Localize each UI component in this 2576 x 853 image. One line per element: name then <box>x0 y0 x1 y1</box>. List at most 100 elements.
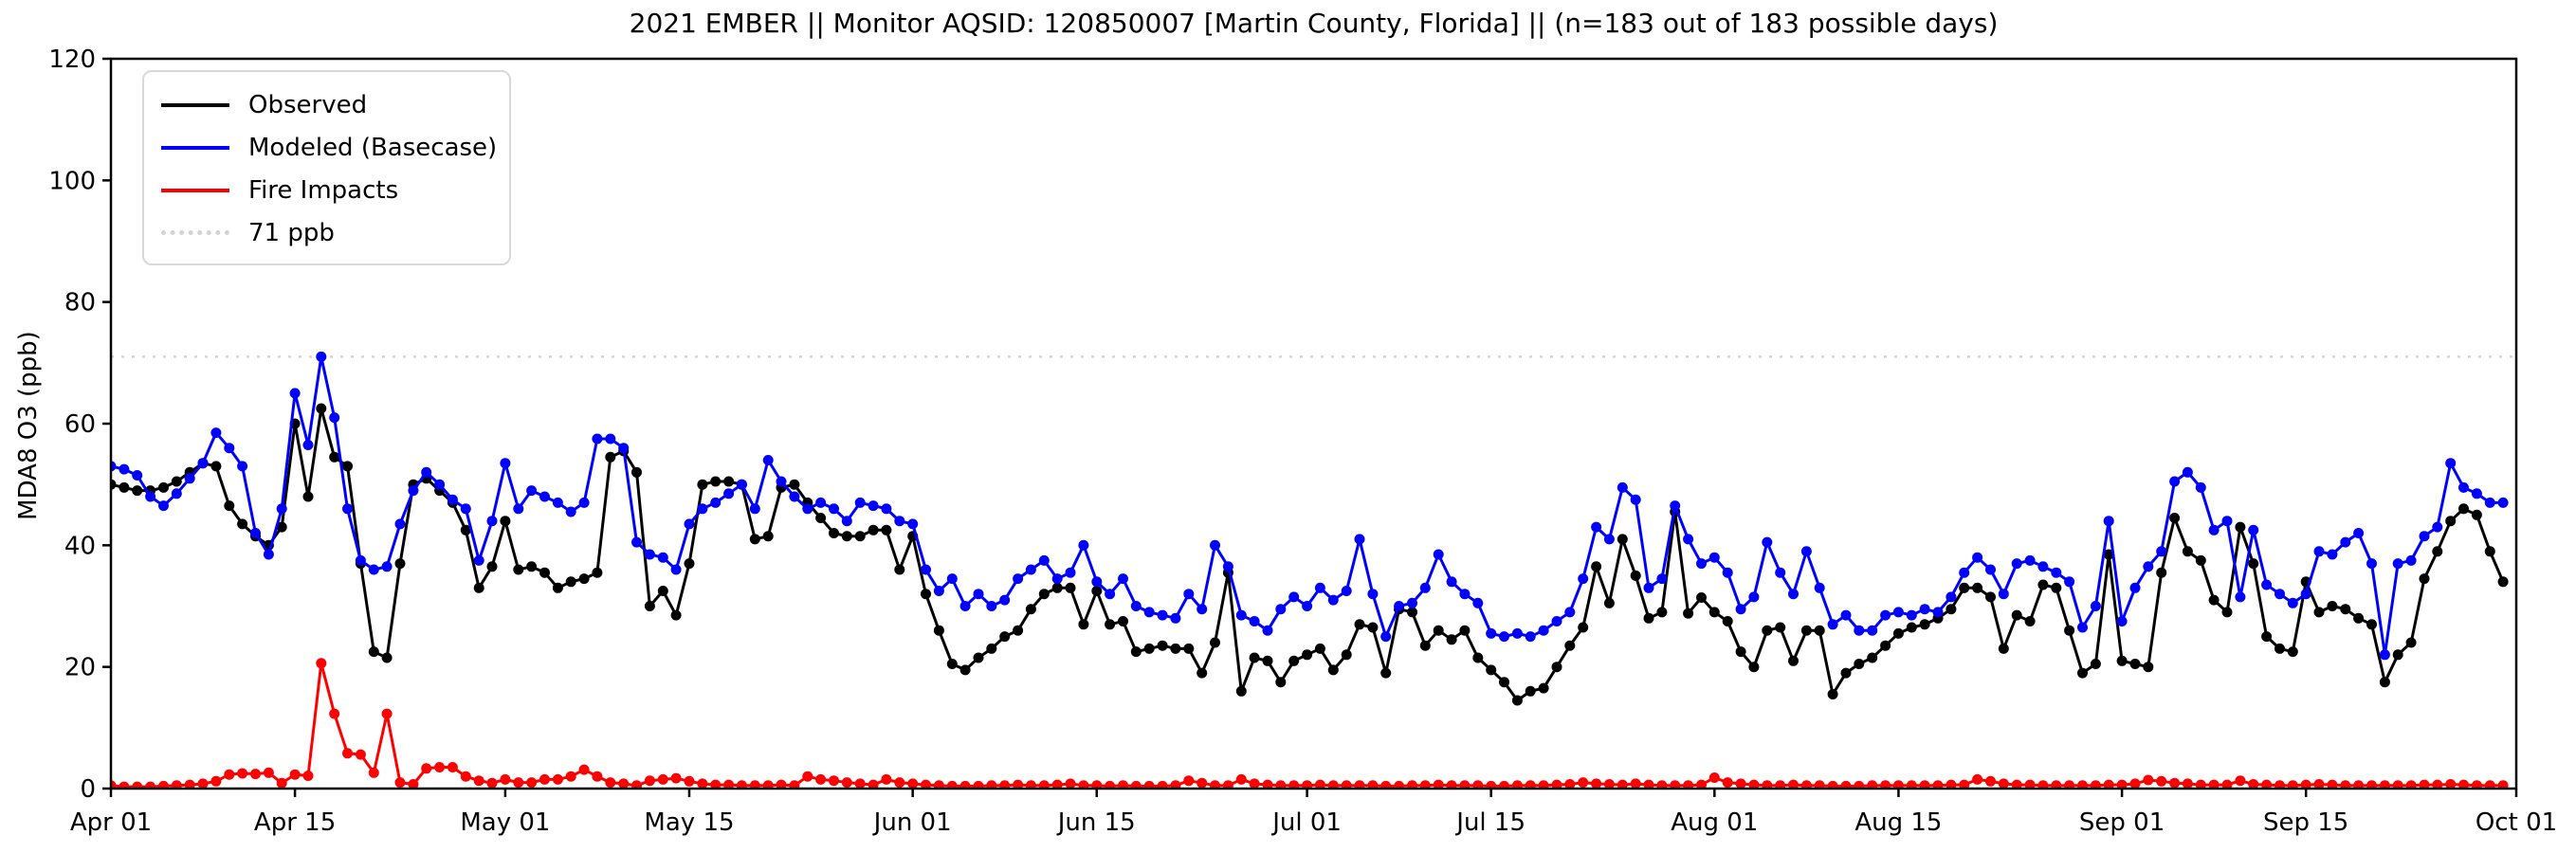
data-point <box>394 777 406 789</box>
data-point <box>789 491 800 502</box>
data-point <box>2379 677 2390 688</box>
data-point <box>526 561 538 572</box>
data-point <box>1578 573 1589 585</box>
y-tick-label: 120 <box>48 45 96 74</box>
data-point <box>684 518 695 530</box>
data-point <box>2116 616 2128 626</box>
data-point <box>394 558 406 570</box>
data-point <box>2471 488 2482 499</box>
data-point <box>329 708 340 719</box>
data-point <box>973 780 984 789</box>
data-point <box>1235 685 1247 697</box>
data-point <box>736 479 747 490</box>
data-point <box>2419 779 2430 789</box>
data-point <box>1380 780 1392 789</box>
data-point <box>1591 778 1602 789</box>
data-point <box>2379 780 2390 789</box>
data-point <box>1892 607 1904 618</box>
data-point <box>605 433 616 445</box>
data-point <box>1814 582 1825 593</box>
data-point <box>618 778 630 789</box>
data-point <box>2445 458 2457 469</box>
data-point <box>1499 677 1509 688</box>
data-point <box>1341 586 1352 596</box>
data-point <box>210 775 222 787</box>
data-point <box>1827 689 1838 699</box>
data-point <box>1499 631 1509 643</box>
data-point <box>1051 779 1063 789</box>
data-point <box>552 497 563 508</box>
legend: Observed Modeled (Basecase) Fire Impacts 71… <box>142 70 511 265</box>
data-point <box>1025 564 1036 575</box>
data-point <box>1367 589 1379 600</box>
data-point <box>1538 682 1549 694</box>
data-point <box>1486 627 1497 639</box>
data-point <box>302 771 314 781</box>
data-point <box>1222 561 1233 572</box>
data-point <box>789 780 800 789</box>
data-point <box>657 552 668 563</box>
data-point <box>2287 597 2298 608</box>
data-point <box>2419 573 2430 585</box>
data-point <box>1919 619 1930 630</box>
legend-label: Observed <box>248 90 368 119</box>
data-point <box>1130 780 1142 789</box>
legend-swatch-observed <box>161 102 229 107</box>
data-point <box>710 779 722 789</box>
data-point <box>829 503 839 515</box>
data-point <box>2024 554 2036 566</box>
data-point <box>224 500 235 512</box>
data-point <box>500 458 511 469</box>
data-point <box>1656 573 1668 585</box>
x-tick-label: Aug 01 <box>1671 808 1758 837</box>
data-point <box>224 769 235 780</box>
data-point <box>2235 591 2246 603</box>
data-point <box>447 494 458 505</box>
data-point <box>2169 777 2181 789</box>
data-point <box>2484 497 2495 508</box>
data-point <box>657 586 668 596</box>
data-point <box>2143 662 2154 673</box>
data-point <box>1578 777 1589 789</box>
data-point <box>421 763 432 774</box>
data-point <box>1143 607 1155 618</box>
data-point <box>1696 779 1707 789</box>
data-point <box>1551 662 1562 673</box>
data-point <box>1367 780 1379 789</box>
data-point <box>302 440 314 450</box>
data-point <box>1617 779 1628 789</box>
data-point <box>2064 576 2075 588</box>
data-point <box>762 455 774 465</box>
data-point <box>670 564 682 575</box>
data-point <box>460 771 471 782</box>
data-point <box>1078 539 1089 551</box>
data-point <box>2051 582 2062 593</box>
data-point <box>2471 780 2482 789</box>
data-point <box>881 524 892 535</box>
data-point <box>237 768 248 779</box>
data-point <box>2261 631 2273 643</box>
data-point <box>1998 589 2009 600</box>
data-point <box>1105 780 1116 789</box>
data-point <box>1656 607 1668 618</box>
data-point <box>2432 521 2443 533</box>
data-point <box>2064 780 2075 789</box>
data-point <box>1683 608 1694 619</box>
data-point <box>578 764 590 775</box>
data-point <box>1985 564 1996 575</box>
data-point <box>592 433 603 445</box>
data-point <box>2208 779 2220 789</box>
data-point <box>2195 554 2206 566</box>
data-point <box>894 777 905 789</box>
data-point <box>829 528 839 538</box>
legend-swatch-71-ppb <box>161 230 229 235</box>
data-point <box>1222 780 1233 789</box>
data-point <box>670 772 682 784</box>
data-point <box>2340 536 2351 548</box>
data-point <box>2497 497 2509 508</box>
data-point <box>2103 549 2114 560</box>
data-point <box>670 609 682 621</box>
data-point <box>907 778 919 789</box>
data-point <box>1170 780 1181 789</box>
data-point <box>1105 589 1116 600</box>
